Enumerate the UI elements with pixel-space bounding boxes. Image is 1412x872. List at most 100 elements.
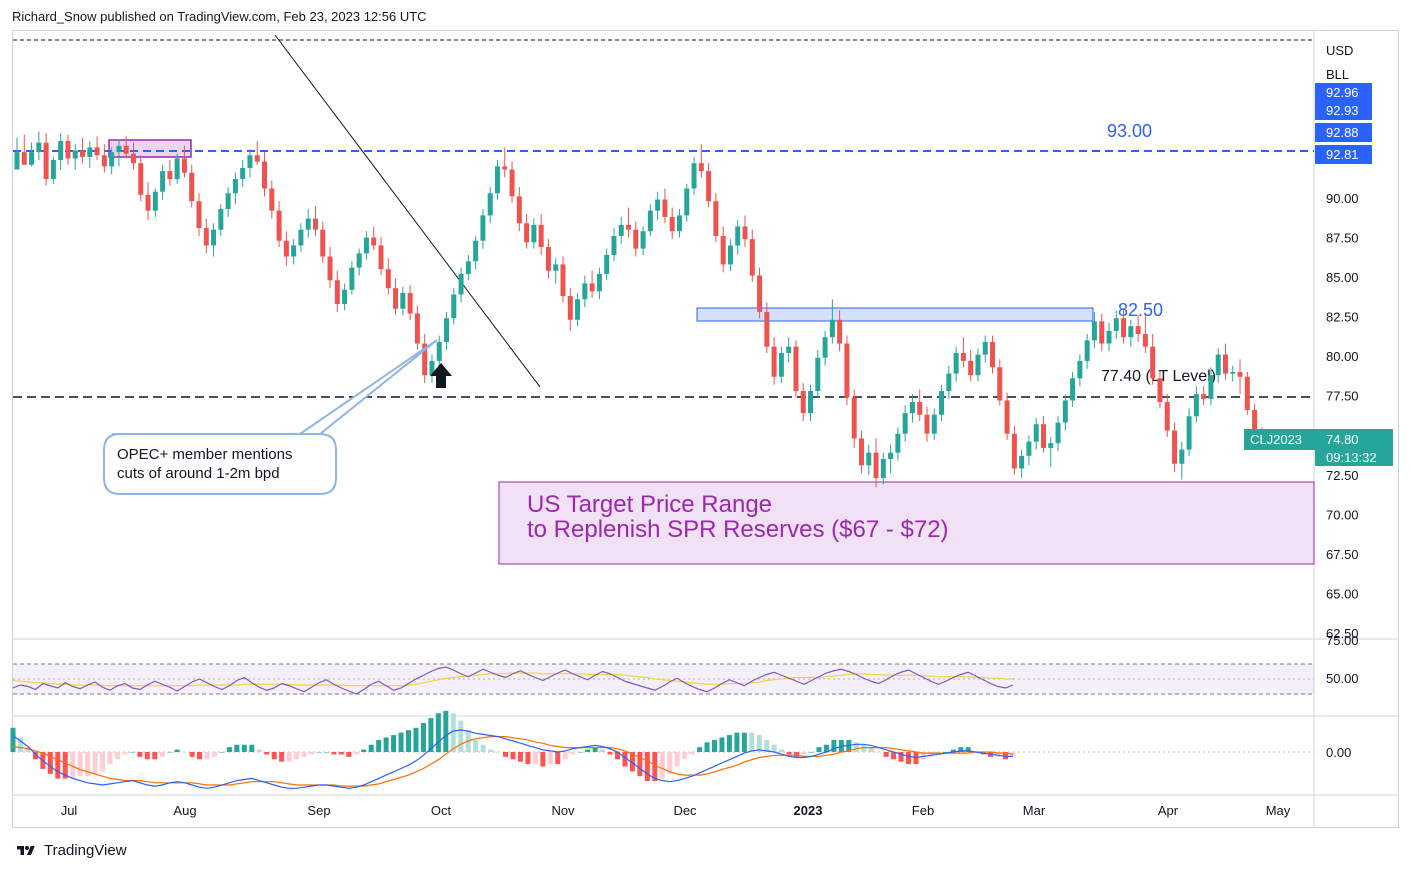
macd-histogram-bar xyxy=(25,747,31,752)
time-axis[interactable]: Jul Aug Sep Oct Nov Dec 2023 Feb Mar Apr May xyxy=(61,803,1291,818)
macd-histogram-bar xyxy=(480,744,486,752)
chart-frame xyxy=(12,30,1399,828)
macd-histogram-bar xyxy=(17,737,23,752)
macd-histogram-bar xyxy=(338,752,344,755)
level-93-label: 93.00 xyxy=(1107,121,1152,141)
candle-body xyxy=(181,158,187,173)
price-tick-label: 72.50 xyxy=(1326,468,1359,483)
symbol-tag xyxy=(1244,429,1315,450)
macd-histogram-bar xyxy=(346,752,352,757)
candle-body xyxy=(793,346,799,391)
macd-histogram-bar xyxy=(794,752,800,757)
candle-body xyxy=(101,155,107,167)
macd-tick-label: 0.00 xyxy=(1326,745,1351,760)
last-price-tag xyxy=(1315,429,1393,466)
macd-histogram-bar xyxy=(831,739,837,752)
candle-body xyxy=(640,231,646,249)
macd-histogram-bar xyxy=(995,752,1001,757)
macd-histogram-bar xyxy=(719,737,725,752)
candle-body xyxy=(414,313,420,344)
candle-body xyxy=(596,273,602,292)
macd-histogram-bar xyxy=(174,749,180,752)
candle-body xyxy=(1237,372,1243,377)
candle-body xyxy=(65,141,71,159)
level-82-label: 82.50 xyxy=(1118,300,1163,320)
price-tag xyxy=(1315,83,1372,102)
macd-histogram-bar xyxy=(674,752,680,767)
candle-body xyxy=(1201,394,1207,399)
candle-body xyxy=(1252,409,1258,444)
candle-body xyxy=(771,346,777,377)
resistance-zone xyxy=(696,307,1094,322)
candle-body xyxy=(939,390,945,415)
macd-histogram-bar xyxy=(906,752,912,765)
candle-body xyxy=(676,215,682,232)
candle-body xyxy=(531,224,537,243)
candle-body xyxy=(1055,422,1061,444)
macd-histogram-bar xyxy=(786,752,792,755)
macd-histogram-bar xyxy=(398,732,404,752)
macd-histogram-bar xyxy=(741,732,747,752)
macd-histogram-bar xyxy=(682,752,688,760)
macd-histogram-bar xyxy=(376,739,382,752)
candle-body xyxy=(225,193,231,210)
candle-body xyxy=(400,292,406,309)
candle-body xyxy=(764,311,770,347)
candle-body xyxy=(1121,318,1127,338)
candle-body xyxy=(808,390,814,414)
macd-histogram-bar xyxy=(70,752,76,779)
candle-body xyxy=(1004,400,1010,434)
candle-body xyxy=(1113,318,1119,331)
price-tag-label: 92.81 xyxy=(1326,147,1359,162)
candle-body xyxy=(866,452,872,466)
candle-body xyxy=(662,199,668,217)
candle-body xyxy=(50,160,56,180)
macd-histogram-bar xyxy=(697,747,703,752)
price-tick-label: 65.00 xyxy=(1326,586,1359,601)
macd-histogram-bar xyxy=(532,752,538,765)
macd-histogram-bar xyxy=(226,747,232,752)
candle-body xyxy=(589,283,595,292)
macd-histogram-bar xyxy=(592,747,598,752)
candle-body xyxy=(291,245,297,257)
candle-body xyxy=(975,354,981,376)
candle-body xyxy=(960,353,966,361)
candle-body xyxy=(742,226,748,240)
macd-histogram-bar xyxy=(159,752,165,757)
candle-body xyxy=(1215,354,1221,376)
macd-histogram-bar xyxy=(458,720,464,752)
rsi-line xyxy=(12,666,1014,695)
macd-histogram-bar xyxy=(294,752,300,760)
macd-histogram-bar xyxy=(316,752,322,753)
candle-body xyxy=(363,237,369,254)
price-tick-label: 85.00 xyxy=(1326,270,1359,285)
last-price-label: 74.80 xyxy=(1326,432,1359,447)
time-tick-label: Mar xyxy=(1023,803,1046,818)
candle-body xyxy=(1062,400,1068,423)
candle-body xyxy=(458,273,464,295)
macd-histogram-bar xyxy=(32,752,38,760)
macd-histogram-bar xyxy=(361,749,367,752)
macd-histogram-bar xyxy=(47,752,53,774)
candle-body xyxy=(909,402,915,414)
time-tick-label: Jul xyxy=(61,803,78,818)
level-77-label: 77.40 (LT Level) xyxy=(1101,368,1216,385)
candle-body xyxy=(1040,424,1046,448)
macd-histogram-bar xyxy=(211,752,217,757)
macd-histogram-bar xyxy=(570,752,576,755)
highlight-box xyxy=(108,139,192,158)
macd-histogram-bar xyxy=(301,752,307,757)
time-tick-label: Feb xyxy=(912,803,934,818)
candle-body xyxy=(757,275,763,312)
macd-histogram-bar xyxy=(144,752,150,760)
price-axis[interactable]: USD BLL 90.00 87.50 85.00 82.50 80.00 77.50 75… xyxy=(1244,43,1393,760)
macd-histogram-bar xyxy=(540,752,546,767)
macd-histogram-bar xyxy=(122,752,128,755)
candle-body xyxy=(349,267,355,290)
candle-body xyxy=(58,141,64,161)
macd-histogram-bar xyxy=(622,752,628,767)
macd-histogram-bar xyxy=(823,744,829,752)
candle-body xyxy=(240,167,246,180)
macd-histogram-bar xyxy=(189,752,195,757)
